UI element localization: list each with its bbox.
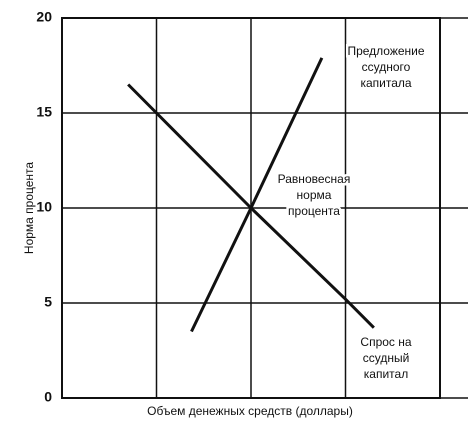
x-axis-label: Объем денежных средств (доллары)	[147, 404, 353, 418]
y-tick-label: 0	[44, 389, 52, 405]
y-axis-label: Норма процента	[22, 162, 36, 255]
y-tick-label: 15	[36, 104, 52, 120]
y-tick-label: 5	[44, 294, 52, 310]
curve	[190, 57, 324, 333]
annotation: процента	[288, 204, 340, 218]
annotation: Спрос на	[360, 335, 411, 349]
annotation: капитал	[364, 367, 408, 381]
annotation: ссудного	[362, 60, 411, 74]
annotation: капитала	[360, 76, 411, 90]
annotation: Предложение	[347, 44, 424, 58]
annotation: ссудный	[363, 351, 410, 365]
annotation: норма	[297, 188, 332, 202]
annotation: Равновесная	[278, 172, 351, 186]
y-tick-label: 20	[36, 9, 52, 25]
y-tick-label: 10	[36, 199, 52, 215]
